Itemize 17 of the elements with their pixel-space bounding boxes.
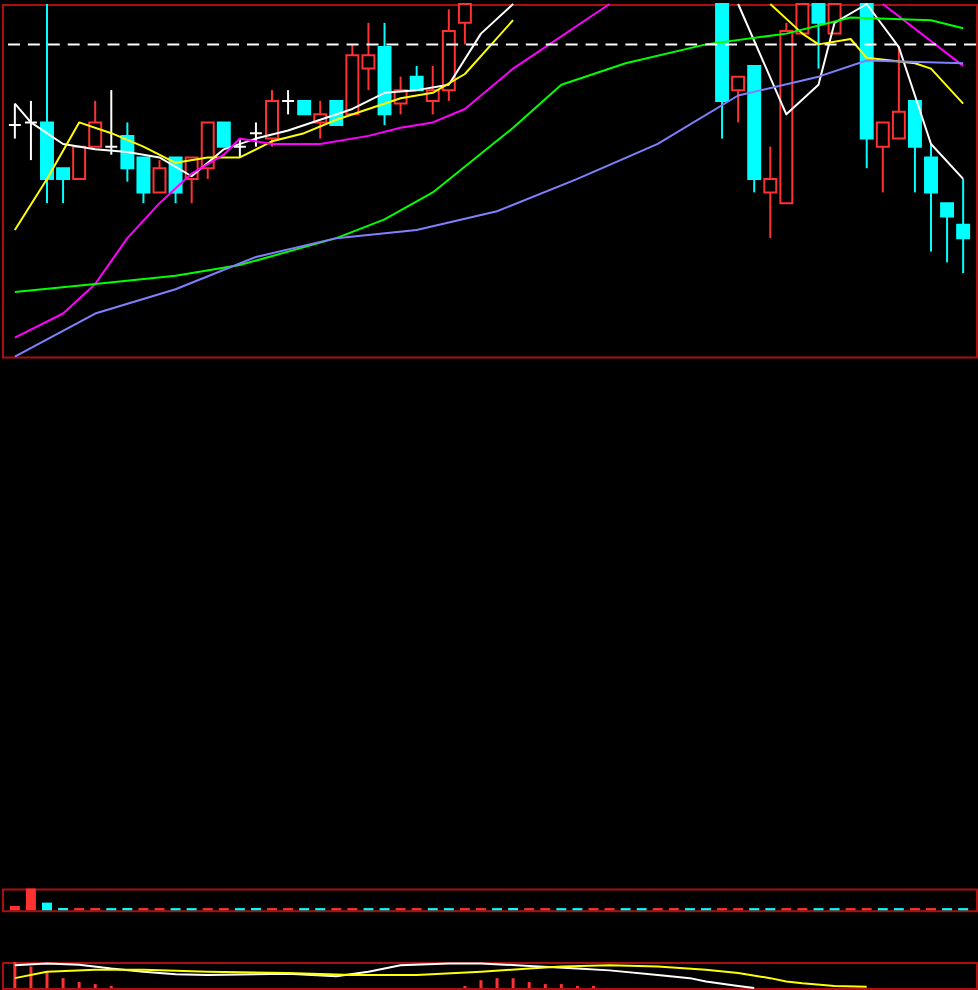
bar [9, 905, 20, 911]
candlestick [281, 89, 296, 116]
candlestick [152, 159, 167, 194]
candlestick [265, 89, 279, 148]
candlestick [940, 202, 955, 264]
candlestick [907, 99, 922, 194]
candlestick [731, 75, 746, 124]
candlestick [104, 89, 119, 156]
candlestick [232, 137, 247, 159]
candlestick [956, 177, 971, 275]
candlestick [811, 3, 826, 70]
candlestick [924, 142, 938, 253]
bar [42, 902, 52, 911]
candlestick [23, 99, 38, 162]
candlestick [216, 121, 231, 148]
bar [25, 888, 36, 911]
candlestick [248, 121, 263, 148]
